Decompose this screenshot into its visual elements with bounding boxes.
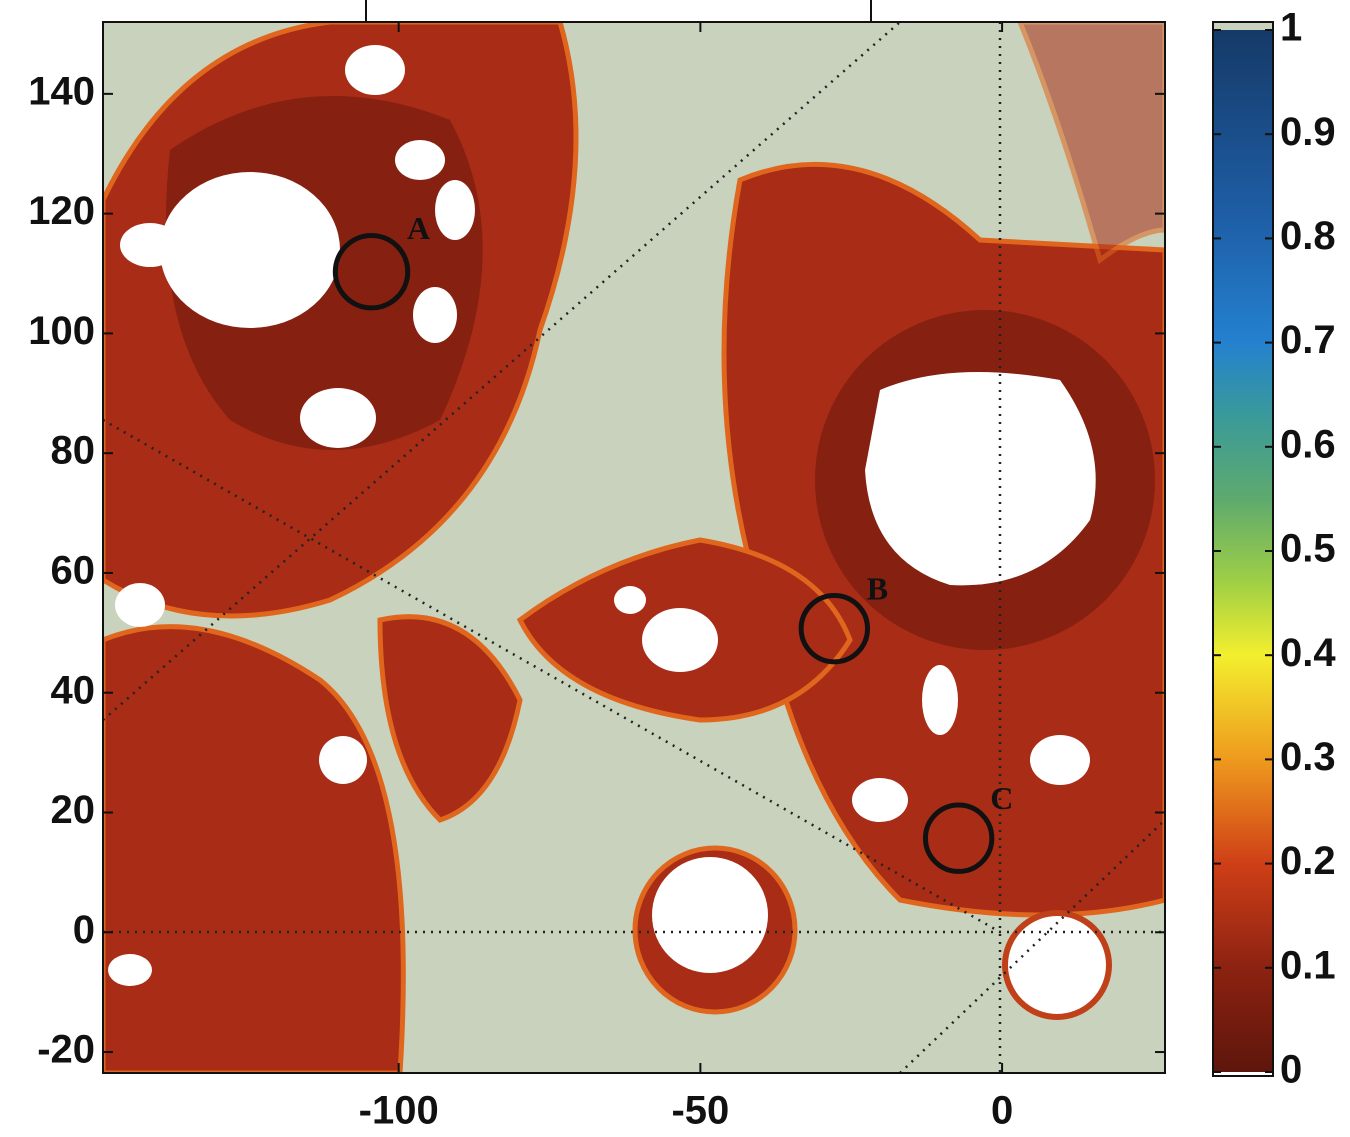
y-tick-label: 120 [28,189,95,233]
colorbar-tick-label: 0.1 [1280,943,1336,987]
colorbar-tick-label: 0.6 [1280,422,1336,466]
colorbar-tick-label: 1 [1280,6,1302,50]
colorbar-tick-label: 0.8 [1280,214,1336,258]
y-tick-label: 40 [51,668,96,712]
site-label: A [407,210,430,246]
y-tick-label: 100 [28,309,95,353]
x-tick-label: 0 [991,1089,1013,1133]
colorbar-tick-label: 0.9 [1280,110,1336,154]
y-tick-label: 80 [51,429,96,473]
site-label: B [867,570,888,606]
x-tick-label: -50 [671,1089,729,1133]
colorbar-tick-label: 0.2 [1280,839,1336,883]
y-tick-label: 20 [51,788,96,832]
map-image [103,22,1165,1073]
y-tick-label: 140 [28,69,95,113]
colorbar-tick-label: 0.3 [1280,735,1336,779]
y-tick-label: 0 [73,908,95,952]
colorbar-tick-label: 0.5 [1280,527,1336,571]
site-label: C [990,780,1013,816]
colorbar [1213,30,1273,1072]
figure: -100 -50 0 -20 0 20 40 60 80 100 120 140 A B C 0 0.1 0.2 0… [0,0,1350,1137]
colorbar-tick-label: 0.4 [1280,631,1336,675]
colorbar-tick-label: 0 [1280,1048,1302,1092]
y-tick-label: 60 [51,549,96,593]
y-tick-label: -20 [37,1028,95,1072]
x-tick-label: -100 [359,1089,439,1133]
colorbar-tick-label: 0.7 [1280,318,1336,362]
